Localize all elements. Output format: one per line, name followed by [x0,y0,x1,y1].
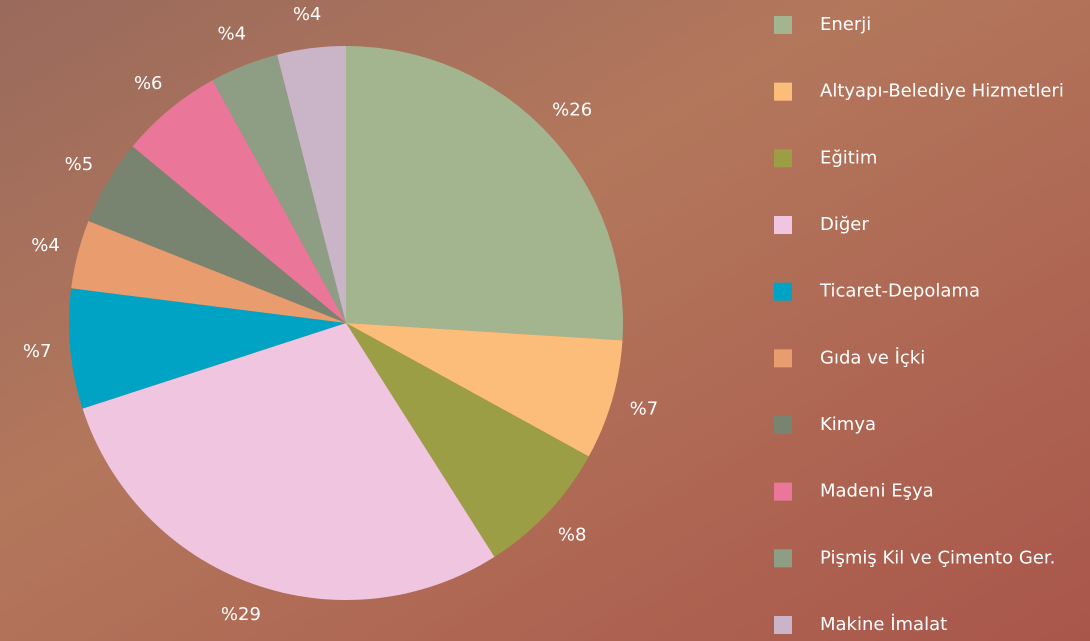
data-label: %8 [558,524,587,545]
pie-slice [82,323,495,601]
legend-swatch [774,616,792,634]
pie-slice [346,46,624,341]
data-label: %26 [552,100,592,121]
data-label: %4 [31,235,60,256]
data-label: %5 [65,154,94,175]
pie-slice [71,221,346,323]
data-label: %7 [23,341,52,362]
legend-label: Diğer [820,214,869,235]
data-label: %4 [293,4,322,25]
legend-label: Makine İmalat [820,614,947,635]
legend-swatch [774,216,792,234]
legend-swatch [774,16,792,34]
legend-label: Altyapı-Belediye Hizmetleri [820,81,1064,102]
pie-slice [88,146,347,323]
legend-label: Kimya [820,414,876,435]
legend-label: Enerji [820,14,871,35]
legend-swatch [774,549,792,568]
legend-swatch [774,282,792,301]
data-label: %4 [218,24,247,45]
legend-label: Pişmiş Kil ve Çimento Ger. [820,547,1055,568]
legend-swatch [774,149,792,168]
legend-label: Madeni Eşya [820,481,934,502]
pie-slice [346,323,589,557]
legend-label: Gıda ve İçki [820,347,925,368]
legend-swatch [774,482,792,501]
legend-label: Eğitim [820,147,877,168]
pie-slice [132,80,346,323]
pie-slice [212,54,346,324]
legend-swatch [774,416,792,434]
data-label: %6 [134,73,163,94]
data-label: %29 [221,604,261,625]
pie-slice [277,46,346,323]
legend-swatch [774,349,792,368]
pie-slice [68,288,346,409]
legend-swatch [774,82,792,101]
legend-label: Ticaret-Depolama [819,281,980,302]
pie-slice [346,323,623,457]
data-label: %7 [630,399,659,420]
